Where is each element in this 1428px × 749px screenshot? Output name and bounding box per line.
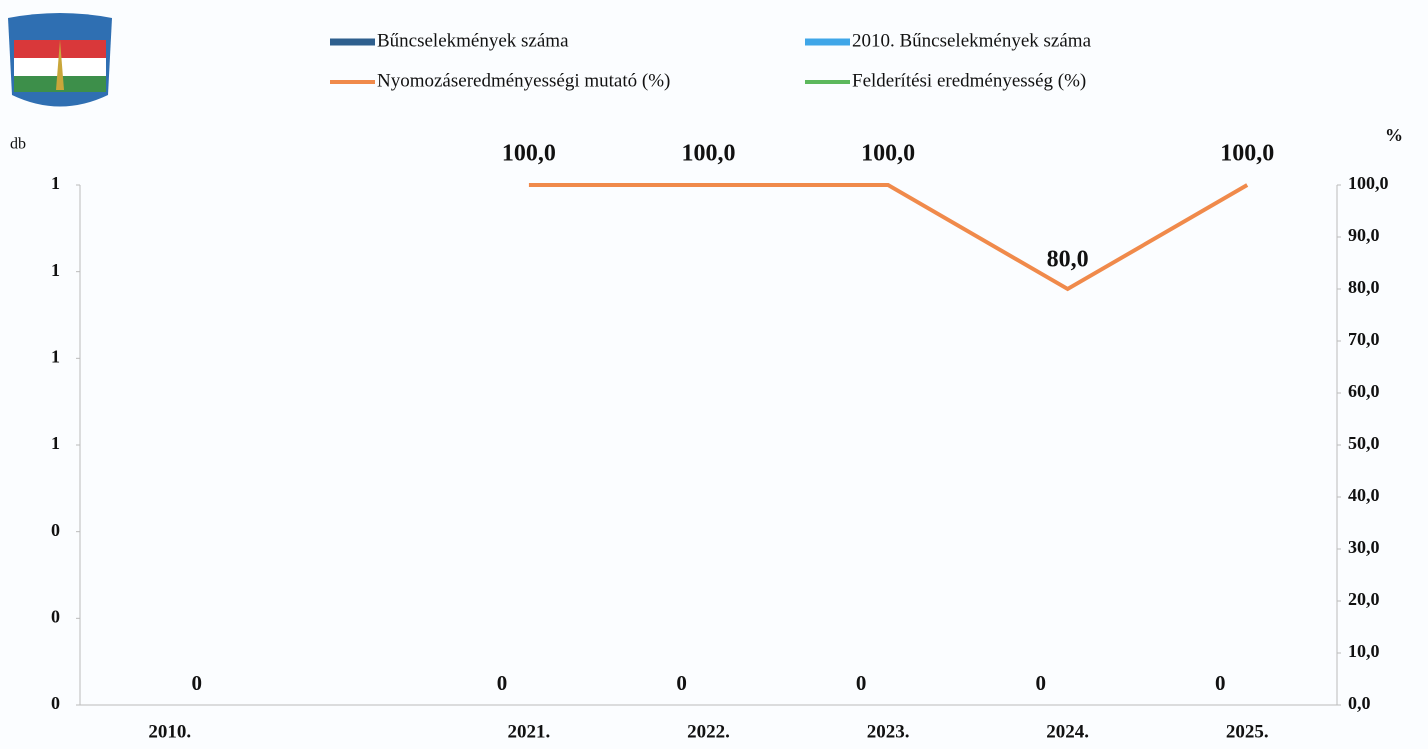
y2-tick-label: 10,0 — [1348, 641, 1380, 661]
legend-label: Nyomozáseredményességi mutató (%) — [377, 70, 670, 91]
data-label: 100,0 — [682, 141, 736, 167]
x-tick-label: 2022. — [687, 721, 730, 742]
x-tick-label: 2024. — [1046, 721, 1089, 742]
y2-tick-label: 90,0 — [1348, 225, 1380, 245]
x-tick-label: 2021. — [508, 721, 551, 742]
y-tick-label: 0 — [51, 693, 60, 713]
data-label: 80,0 — [1047, 247, 1089, 273]
data-label: 100,0 — [1220, 141, 1274, 167]
y2-tick-label: 50,0 — [1348, 433, 1380, 453]
x-tick-label: 2025. — [1226, 721, 1269, 742]
y-tick-label: 0 — [51, 520, 60, 540]
legend-label: Felderítési eredményesség (%) — [852, 70, 1086, 91]
y2-tick-label: 100,0 — [1348, 173, 1389, 193]
y2-tick-label: 60,0 — [1348, 381, 1380, 401]
y2-tick-label: 30,0 — [1348, 537, 1380, 557]
y2-tick-label: 20,0 — [1348, 589, 1380, 609]
data-label: 0 — [191, 671, 202, 695]
legend-label: Bűncselekmények száma — [377, 30, 569, 51]
y-tick-label: 1 — [51, 433, 60, 453]
y-axis-label: db — [10, 136, 26, 153]
data-label: 0 — [1215, 671, 1226, 695]
x-tick-label: 2010. — [148, 721, 191, 742]
y-tick-label: 1 — [51, 173, 60, 193]
legend-label: 2010. Bűncselekmények száma — [852, 30, 1092, 51]
line — [528, 183, 1249, 292]
x-tick-label: 2023. — [867, 721, 910, 742]
y2-tick-label: 80,0 — [1348, 277, 1380, 297]
y-tick-label: 1 — [51, 346, 60, 366]
data-label: 100,0 — [502, 141, 556, 167]
data-label: 0 — [497, 671, 508, 695]
y-tick-label: 0 — [51, 606, 60, 626]
y2-tick-label: 40,0 — [1348, 485, 1380, 505]
data-label: 0 — [1035, 671, 1046, 695]
data-label: 0 — [856, 671, 867, 695]
y2-axis-label: % — [1385, 125, 1403, 145]
logo — [8, 13, 112, 107]
data-label: 100,0 — [861, 141, 915, 167]
data-label: 0 — [676, 671, 687, 695]
y2-tick-label: 70,0 — [1348, 329, 1380, 349]
y2-tick-label: 0,0 — [1348, 693, 1371, 713]
y-tick-label: 1 — [51, 260, 60, 280]
